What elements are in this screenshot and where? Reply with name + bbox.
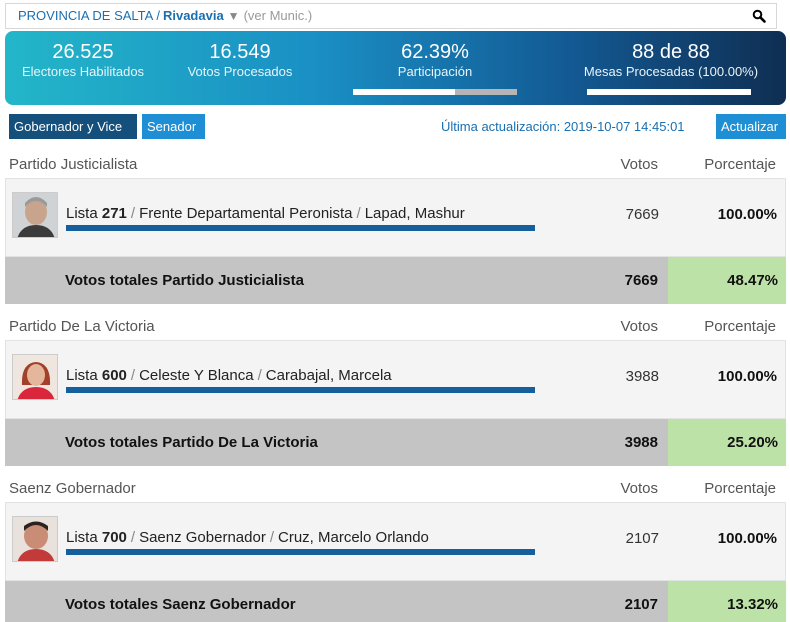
votos-stat: 16.549 Votos Procesados [177,41,303,80]
last-updated-text: Última actualización: 2019-10-07 14:45:0… [441,119,685,134]
participacion-progress-fill [353,89,456,95]
porcentaje-column-header: Porcentaje [704,156,776,173]
party-header: Partido De La Victoria Votos Porcentaje [5,314,786,340]
lista-number: 700 [101,529,127,546]
lista-number: 271 [101,205,127,222]
party-total-label: Votos totales Partido Justicialista [65,272,304,289]
party-total-votes: 3988 [624,434,658,451]
candidate-name: Lapad, Mashur [364,205,465,222]
party-name: Saenz Gobernador [9,480,136,497]
actualizar-button[interactable]: Actualizar [716,114,786,139]
candidate-photo [12,192,58,238]
votos-column-header: Votos [620,156,658,173]
participacion-value: 62.39% [401,41,469,63]
party-total-row: Votos totales Partido Justicialista 7669… [5,257,786,304]
candidate-name: Cruz, Marcelo Orlando [278,529,429,546]
candidate-percentage: 100.00% [717,368,777,385]
party-header: Partido Justicialista Votos Porcentaje [5,152,786,178]
party-name: Partido Justicialista [9,156,138,173]
lista-prefix: Lista [66,367,98,384]
party-total-row: Votos totales Saenz Gobernador 2107 13.3… [5,581,786,622]
candidate-votes: 3988 [625,368,659,385]
candidate-vote-bar [66,549,535,555]
mesas-label: Mesas Procesadas (100.00%) [583,64,759,79]
porcentaje-column-header: Porcentaje [704,318,776,335]
party-name: Partido De La Victoria [9,318,155,335]
magnifier-icon[interactable] [752,9,766,23]
party-total-votes: 2107 [624,596,658,613]
mesas-value: 88 de 88 [632,41,710,63]
electores-stat: 26.525 Electores Habilitados [13,41,153,80]
candidate-name: Carabajal, Marcela [265,367,392,384]
electores-label: Electores Habilitados [21,64,145,79]
candidate-vote-bar [66,387,535,393]
municipality-name[interactable]: Rivadavia [162,8,224,23]
candidate-row[interactable]: Lista 600/Celeste Y Blanca / Carabajal, Ma… [5,340,786,419]
candidate-row[interactable]: Lista 271/Frente Departamental Peronista… [5,178,786,257]
electores-value: 26.525 [52,41,114,63]
mesas-progress-bar [587,89,751,95]
triangle-down-icon[interactable]: ▼ [227,9,240,23]
party-header: Saenz Gobernador Votos Porcentaje [5,476,786,502]
votos-column-header: Votos [620,480,658,497]
tab-senador[interactable]: Senador [142,114,205,139]
party-total-percentage: 13.32% [668,581,786,622]
lista-prefix: Lista [66,529,98,546]
participacion-stat: 62.39% Participación [353,41,517,80]
mesas-progress-fill [587,89,751,95]
candidate-percentage: 100.00% [717,206,777,223]
candidate-photo [12,516,58,562]
lista-name: Celeste Y Blanca [139,367,254,384]
party-total-percentage: 48.47% [668,257,786,304]
votos-column-header: Votos [620,318,658,335]
party-total-row: Votos totales Partido De La Victoria 398… [5,419,786,466]
candidate-percentage: 100.00% [717,530,777,547]
candidate-description: Lista 600/Celeste Y Blanca / Carabajal, Ma… [66,367,392,384]
mesas-stat: 88 de 88 Mesas Procesadas (100.00%) [571,41,771,80]
party-total-percentage: 25.20% [668,419,786,466]
candidate-votes: 7669 [625,206,659,223]
participacion-label: Participación [397,64,473,79]
votos-value: 16.549 [209,41,271,63]
stats-banner: 26.525 Electores Habilitados 16.549 Voto… [5,31,786,105]
location-search-bar[interactable]: PROVINCIA DE SALTA / Rivadavia ▼ (ver Munic.… [5,3,777,29]
province-link[interactable]: PROVINCIA DE SALTA [18,8,154,23]
party-total-label: Votos totales Partido De La Victoria [65,434,318,451]
candidate-vote-bar [66,225,535,231]
ver-munic-link[interactable]: (ver Munic.) [243,8,313,23]
lista-name: Frente Departamental Peronista [139,205,353,222]
party-total-votes: 7669 [624,272,658,289]
candidate-description: Lista 700/Saenz Gobernador / Cruz, Marcelo… [66,529,429,546]
votos-label: Votos Procesados [187,64,293,79]
porcentaje-column-header: Porcentaje [704,480,776,497]
breadcrumb-separator: / [156,8,160,23]
participacion-progress-bar [353,89,517,95]
candidate-description: Lista 271/Frente Departamental Peronista… [66,205,465,222]
lista-number: 600 [101,367,127,384]
party-total-label: Votos totales Saenz Gobernador [65,596,296,613]
lista-name: Saenz Gobernador [139,529,266,546]
candidate-votes: 2107 [625,530,659,547]
tab-gobernador[interactable]: Gobernador y Vice [9,114,137,139]
lista-prefix: Lista [66,205,98,222]
candidate-row[interactable]: Lista 700/Saenz Gobernador / Cruz, Marcelo… [5,502,786,581]
candidate-photo [12,354,58,400]
